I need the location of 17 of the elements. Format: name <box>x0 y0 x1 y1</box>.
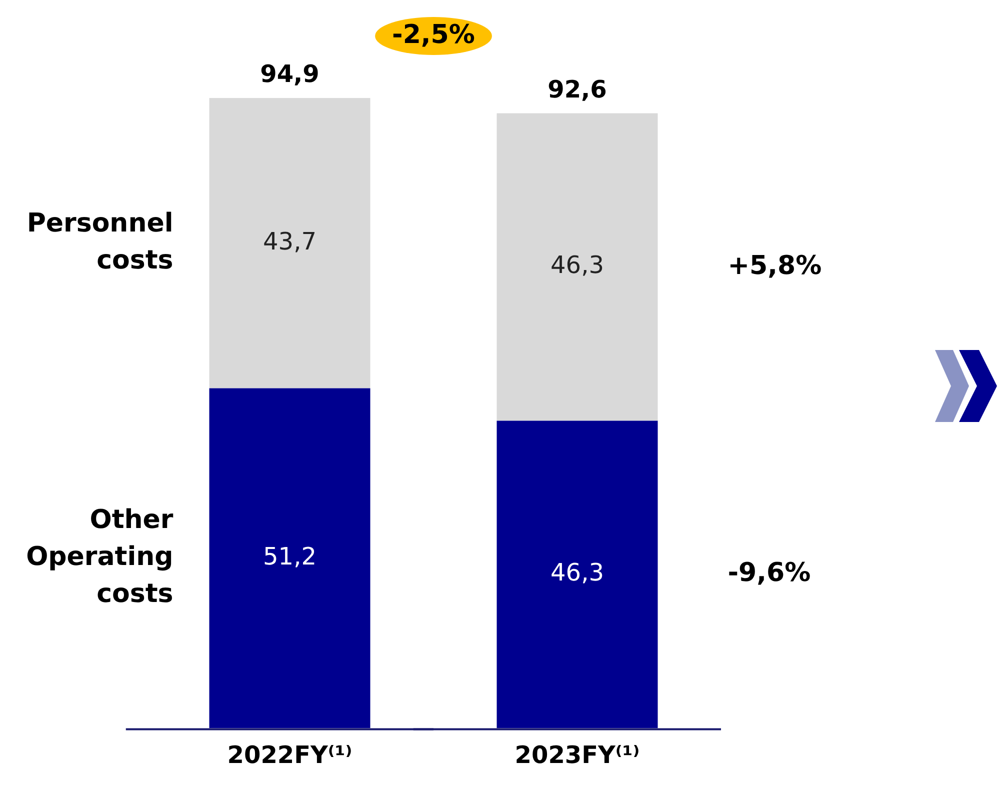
x-tick-label: 2022FY⁽¹⁾ <box>227 740 352 769</box>
text: -2,5% <box>392 20 475 50</box>
data-label: 43,7 <box>263 227 316 256</box>
bar <box>496 113 658 421</box>
x-tick-label: 2023FY⁽¹⁾ <box>514 740 640 769</box>
text: +5,8% <box>728 250 822 281</box>
data-label: 46,3 <box>550 251 604 280</box>
bar <box>209 98 370 388</box>
series-label: Other Operating costs <box>26 504 174 609</box>
data-label: 46,3 <box>550 558 604 587</box>
series-label: Personnel costs <box>26 208 174 276</box>
total-label: 92,6 <box>548 76 607 104</box>
data-label: 51,2 <box>263 542 316 570</box>
text: -9,6% <box>728 558 811 588</box>
total-label: 94,9 <box>260 60 320 88</box>
bar <box>496 420 658 728</box>
bar <box>209 388 370 728</box>
